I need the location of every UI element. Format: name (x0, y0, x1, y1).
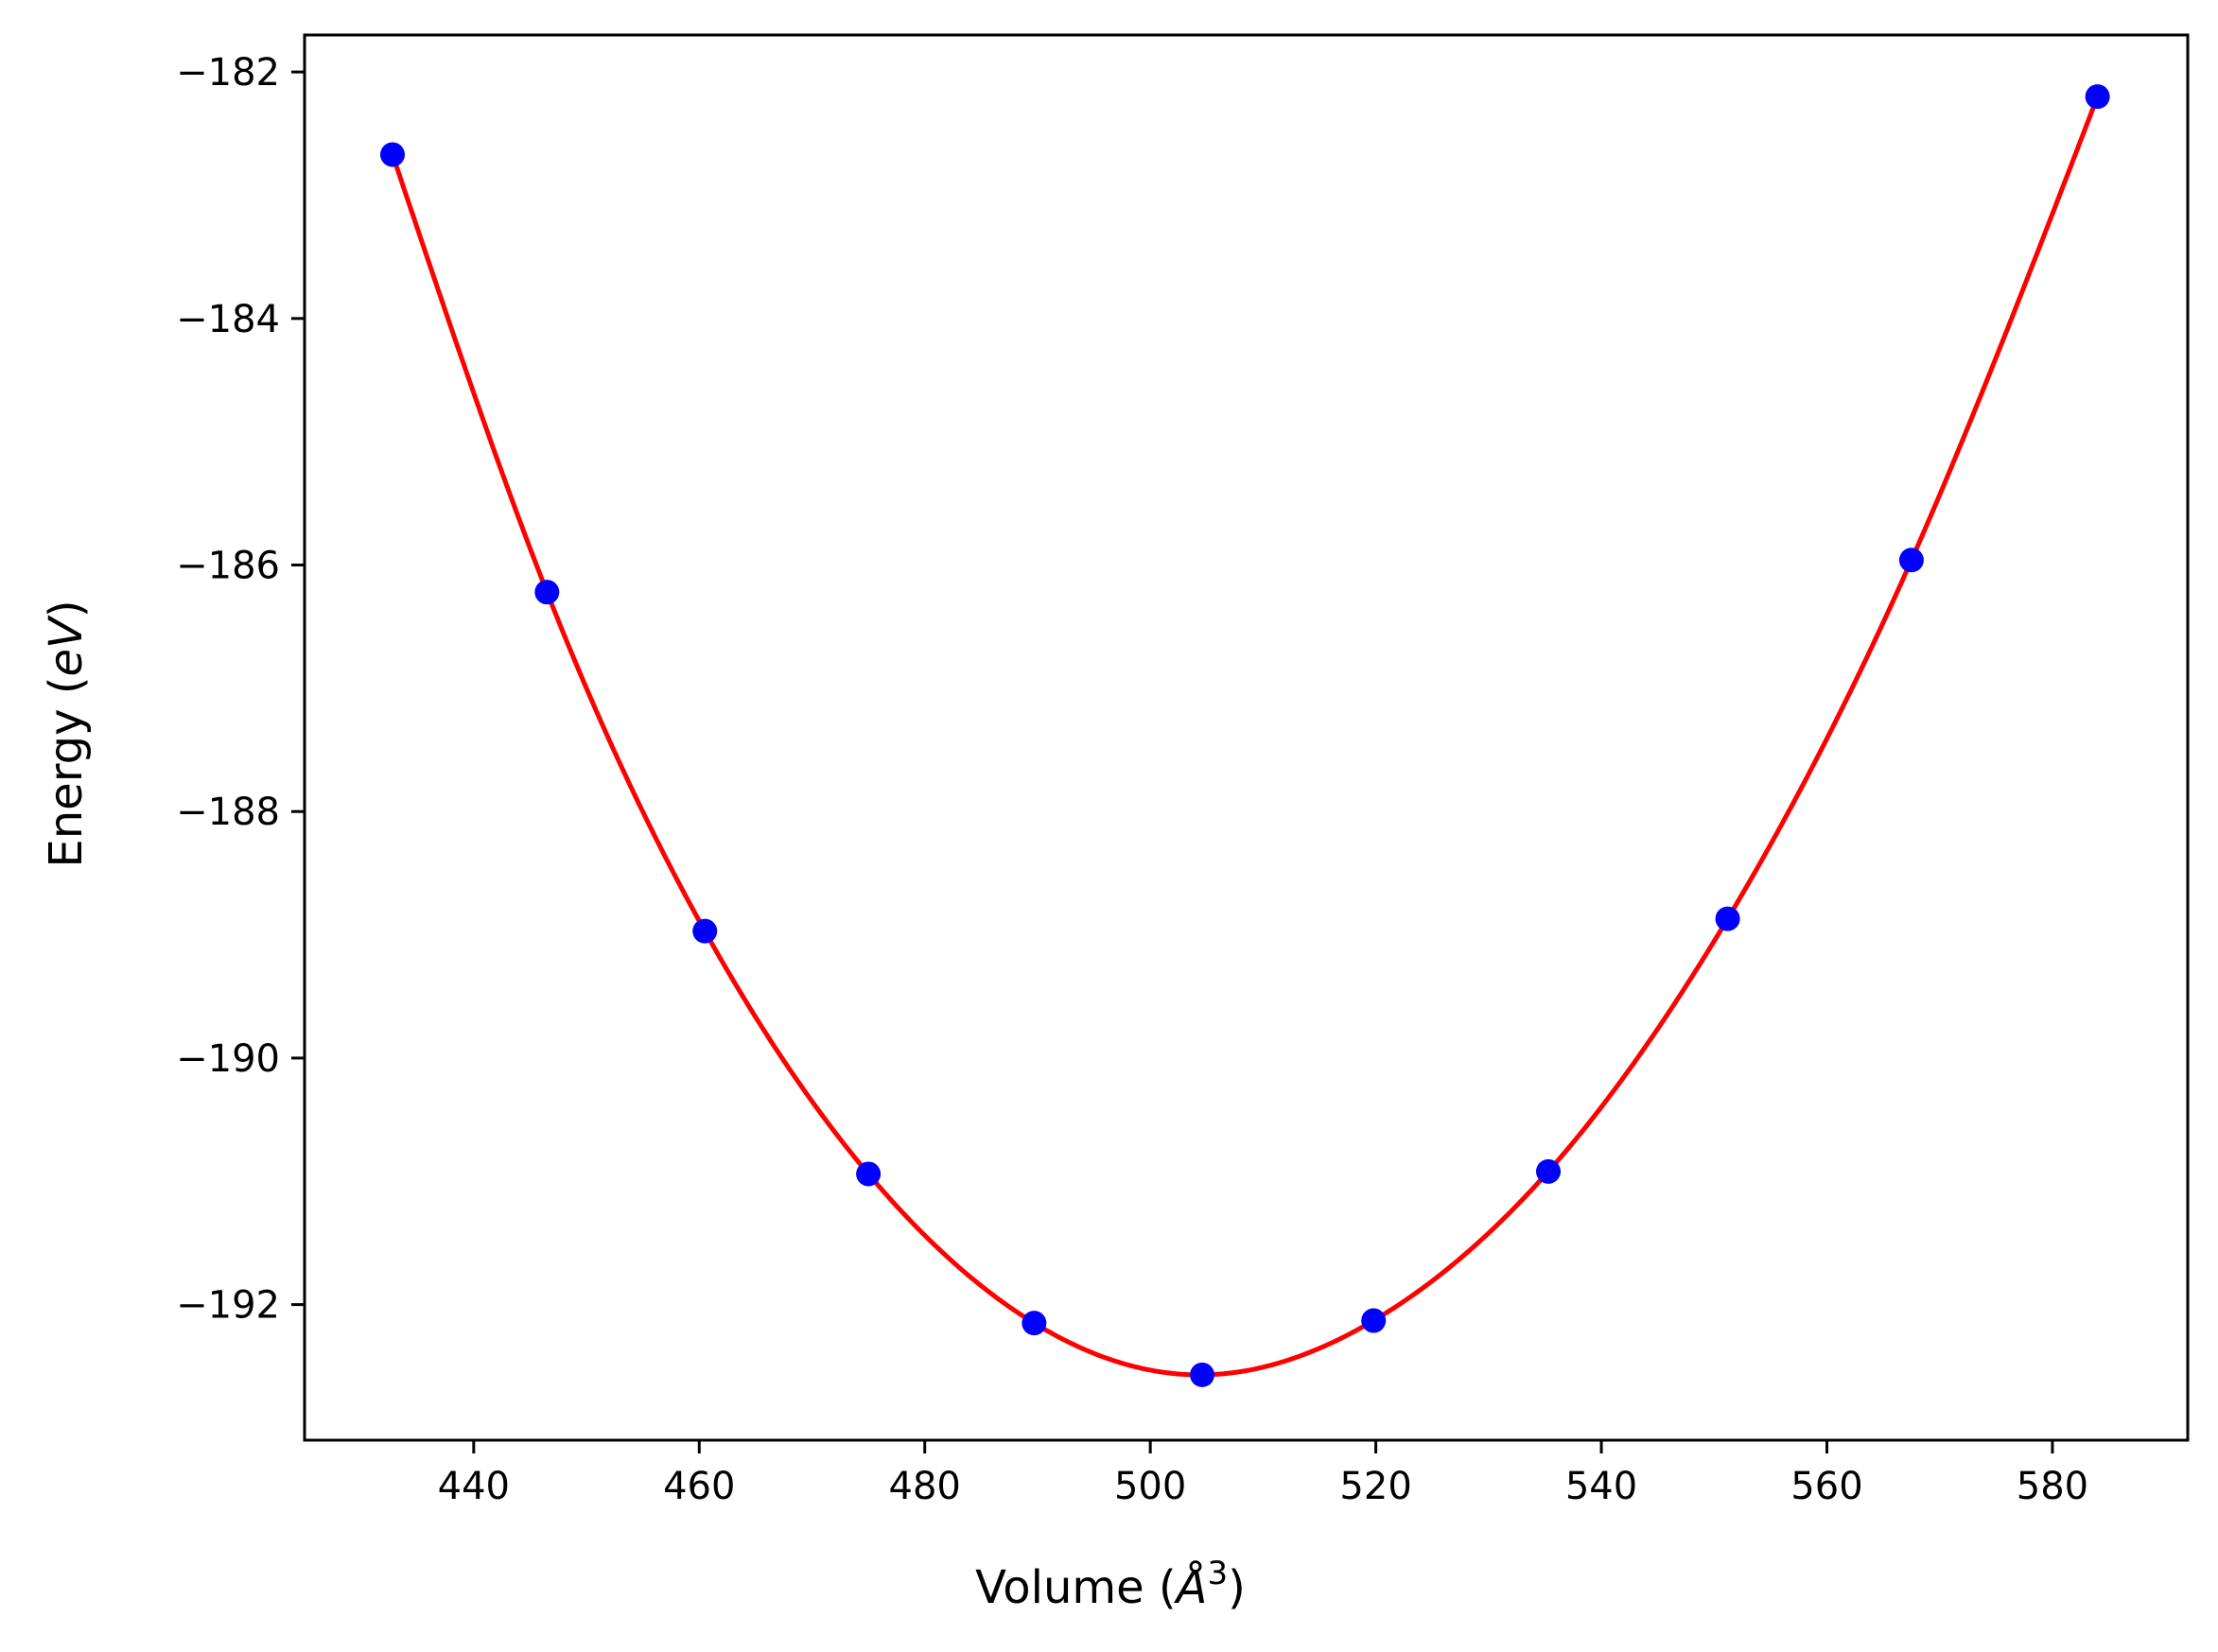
y-tick-label: −192 (176, 1284, 280, 1328)
x-tick-label: 560 (1790, 1465, 1862, 1508)
x-tick-label: 460 (663, 1465, 735, 1508)
data-point (692, 918, 718, 944)
fit-curve-line (390, 96, 2100, 1378)
y-axis-label: Energy (eV) (40, 600, 93, 867)
data-point (1715, 906, 1740, 931)
x-axis-label: Volume (Å3) (975, 1555, 1246, 1614)
data-point (856, 1161, 882, 1187)
data-point (2085, 84, 2110, 110)
y-tick-label: −184 (176, 298, 280, 341)
x-tick-label: 520 (1339, 1465, 1411, 1508)
data-point (1536, 1158, 1562, 1184)
y-tick-label: −182 (176, 51, 280, 95)
y-tick-label: −186 (176, 545, 280, 588)
axes: 440 460 480 500 520 540 560 580 −182 −184 −186 −188… (176, 33, 2190, 1508)
y-tick-label: −190 (176, 1037, 280, 1081)
data-point (1898, 548, 1924, 573)
data-point (1190, 1362, 1215, 1387)
x-tick-label: 440 (438, 1465, 510, 1508)
x-tick-label: 480 (889, 1465, 961, 1508)
data-point (1022, 1311, 1047, 1336)
x-tick-label: 540 (1565, 1465, 1637, 1508)
data-point (379, 142, 405, 167)
plot-frame (303, 33, 2190, 1442)
data-point (1361, 1308, 1387, 1333)
y-tick-label: −188 (176, 791, 280, 834)
x-tick-label: 500 (1114, 1465, 1186, 1508)
x-tick-label: 580 (2017, 1465, 2088, 1508)
plot-area (379, 84, 2110, 1387)
data-point (534, 580, 560, 605)
